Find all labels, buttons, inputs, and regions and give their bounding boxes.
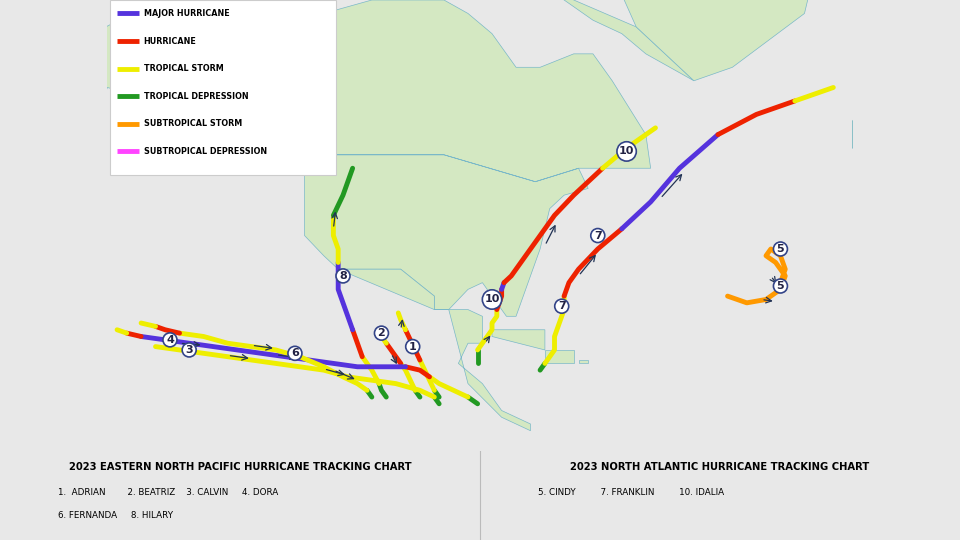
Polygon shape xyxy=(852,94,910,148)
Text: 5: 5 xyxy=(777,244,784,254)
Text: TROPICAL DEPRESSION: TROPICAL DEPRESSION xyxy=(143,92,248,101)
Text: MAJOR HURRICANE: MAJOR HURRICANE xyxy=(143,9,229,18)
Text: 1: 1 xyxy=(409,342,417,352)
Polygon shape xyxy=(492,330,545,350)
Text: 6. FERNANDA     8. HILARY: 6. FERNANDA 8. HILARY xyxy=(58,511,173,521)
Text: 2: 2 xyxy=(377,328,385,338)
Polygon shape xyxy=(93,14,223,121)
Text: 2023 NORTH ATLANTIC HURRICANE TRACKING CHART: 2023 NORTH ATLANTIC HURRICANE TRACKING C… xyxy=(570,462,870,471)
Text: 3: 3 xyxy=(185,345,193,355)
Polygon shape xyxy=(338,269,531,431)
Polygon shape xyxy=(550,0,694,81)
Text: 7: 7 xyxy=(558,301,565,311)
FancyBboxPatch shape xyxy=(109,0,336,175)
Polygon shape xyxy=(579,360,588,363)
Text: 8: 8 xyxy=(339,271,347,281)
Text: SUBTROPICAL STORM: SUBTROPICAL STORM xyxy=(143,119,242,129)
Text: 5. CINDY         7. FRANKLIN         10. IDALIA: 5. CINDY 7. FRANKLIN 10. IDALIA xyxy=(538,488,724,497)
Polygon shape xyxy=(852,107,886,148)
Text: 4: 4 xyxy=(166,335,174,345)
Text: 6: 6 xyxy=(291,348,299,359)
Text: 5: 5 xyxy=(777,281,784,291)
Text: 10: 10 xyxy=(619,146,635,157)
Text: 7: 7 xyxy=(594,231,602,240)
Polygon shape xyxy=(223,0,651,316)
Text: 10: 10 xyxy=(485,294,500,305)
Polygon shape xyxy=(545,350,574,363)
Polygon shape xyxy=(612,0,814,81)
Text: TROPICAL STORM: TROPICAL STORM xyxy=(143,64,224,73)
Text: SUBTROPICAL DEPRESSION: SUBTROPICAL DEPRESSION xyxy=(143,147,267,156)
Text: 2023 EASTERN NORTH PACIFIC HURRICANE TRACKING CHART: 2023 EASTERN NORTH PACIFIC HURRICANE TRA… xyxy=(69,462,411,471)
Text: 1.  ADRIAN        2. BEATRIZ    3. CALVIN     4. DORA: 1. ADRIAN 2. BEATRIZ 3. CALVIN 4. DORA xyxy=(58,488,277,497)
Text: HURRICANE: HURRICANE xyxy=(143,37,196,45)
